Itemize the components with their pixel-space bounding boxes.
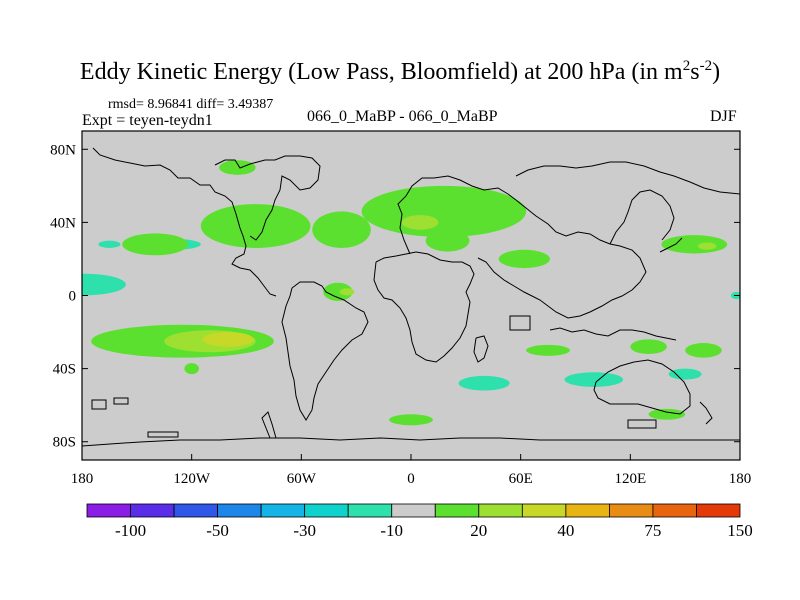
colorbar-label-3: -10 <box>380 521 403 540</box>
contour-region-10-14 <box>498 249 550 269</box>
contour-region-10-17 <box>661 235 728 254</box>
coastline-indonesia <box>549 327 677 341</box>
contour-region-30-25 <box>401 215 439 230</box>
colorbar-swatch-1 <box>130 503 175 518</box>
y-tick-label-1: 40N <box>50 215 76 231</box>
coastline-madagascar <box>473 335 489 363</box>
y-tick-label-2: 0 <box>69 289 77 305</box>
colorbar-swatch-9 <box>478 503 523 518</box>
colorbar-label-0: -100 <box>115 521 146 540</box>
x-tick-label-6: 180 <box>729 471 752 487</box>
x-tick-label-2: 60W <box>287 471 317 487</box>
x-tick-label-4: 60E <box>509 471 533 487</box>
contour-region--20-1 <box>98 240 121 248</box>
coastline-asia-north <box>515 161 740 195</box>
colorbar-label-4: 20 <box>470 521 487 540</box>
colorbar-label-2: -30 <box>293 521 316 540</box>
coastline-antarctic-peninsula <box>261 411 277 439</box>
rmsd-diff-stats: rmsd= 8.96841 diff= 3.49387 <box>108 97 274 112</box>
coastline-europe-africa <box>373 251 475 363</box>
contour-region-10-19 <box>526 344 571 356</box>
coastline-europe-north <box>397 175 517 255</box>
y-tick-label-4: 80S <box>53 435 76 451</box>
contour-region-30-26 <box>339 288 355 296</box>
colorbar-label-6: 75 <box>644 521 661 540</box>
coastline-greenland-arctic <box>214 155 321 241</box>
contour-region-10-13 <box>425 229 470 252</box>
contour-regions <box>82 160 740 426</box>
chart-title: Eddy Kinetic Energy (Low Pass, Bloomfiel… <box>79 58 721 85</box>
contour-region-10-12 <box>361 185 527 238</box>
x-tick-label-1: 120W <box>173 471 211 487</box>
colorbar-swatch-2 <box>173 503 218 518</box>
contour-region-10-10 <box>200 204 311 248</box>
contour-region-10-18 <box>630 339 667 354</box>
contour-region-10-22 <box>389 414 433 426</box>
colorbar-swatch-11 <box>565 503 610 518</box>
contour-region--20-4 <box>564 372 624 387</box>
y-axis: 80N 40N 0 40S 80S <box>50 142 740 451</box>
map-background <box>82 131 740 460</box>
coastline-asia <box>477 199 647 319</box>
coastline-north-america <box>92 147 277 297</box>
colorbar-label-7: 150 <box>727 521 753 540</box>
contour-region-10-16 <box>219 160 256 175</box>
season-label: DJF <box>710 108 737 125</box>
coastline-island-c <box>147 431 179 438</box>
coastlines <box>82 147 740 447</box>
coastline-island-e <box>627 419 657 429</box>
coastline-antarctica <box>82 437 740 447</box>
colorbar-swatch-8 <box>434 503 480 518</box>
case-comparison-label: 066_0_MaBP - 066_0_MaBP <box>307 108 498 125</box>
y-tick-label-0: 80N <box>50 142 76 158</box>
experiment-label: Expt = teyen-teydn1 <box>82 112 213 129</box>
contour-region-30-27 <box>697 242 717 250</box>
coastline-new-zealand <box>699 401 713 425</box>
coastline-island-a <box>91 399 107 410</box>
x-axis: 180 120W 60W 0 60E 120E 180 <box>71 454 752 487</box>
x-tick-label-5: 120E <box>614 471 646 487</box>
contour-region-10-15 <box>323 282 353 301</box>
coastline-island-d <box>509 315 531 331</box>
contour-region-10-23 <box>184 363 199 375</box>
colorbar: -100 -50 -30 -10 20 40 75 150 <box>86 503 753 540</box>
coastline-australia <box>593 359 691 415</box>
coastline-japan <box>659 237 683 253</box>
x-tick-label-0: 180 <box>71 471 94 487</box>
contour-region-10-20 <box>685 343 722 358</box>
contour-region--20-3 <box>458 375 510 391</box>
x-tick-label-3: 0 <box>407 471 415 487</box>
contour-region-10-21 <box>648 408 686 420</box>
contour-region-10-11 <box>312 211 371 248</box>
coastline-south-america <box>281 281 369 421</box>
coastline-east-asia <box>609 189 675 245</box>
contour-region-10-9 <box>122 233 189 256</box>
contour-region--20-0 <box>82 273 126 296</box>
colorbar-swatch-7 <box>391 503 436 518</box>
colorbar-label-5: 40 <box>557 521 574 540</box>
colorbar-swatch-3 <box>217 503 262 518</box>
coastline-island-b <box>113 397 129 405</box>
colorbar-label-1: -50 <box>206 521 229 540</box>
contour-region--20-5 <box>668 368 702 380</box>
colorbar-swatch-6 <box>347 503 393 518</box>
colorbar-swatch-10 <box>521 503 567 518</box>
colorbar-swatch-14 <box>696 503 741 518</box>
colorbar-swatch-13 <box>652 503 697 518</box>
colorbar-swatch-0 <box>86 503 131 518</box>
colorbar-swatch-4 <box>260 503 306 518</box>
y-tick-label-3: 40S <box>53 362 76 378</box>
colorbar-swatch-12 <box>609 503 654 518</box>
colorbar-swatch-5 <box>304 503 349 518</box>
contour-region-40-28 <box>202 332 254 347</box>
